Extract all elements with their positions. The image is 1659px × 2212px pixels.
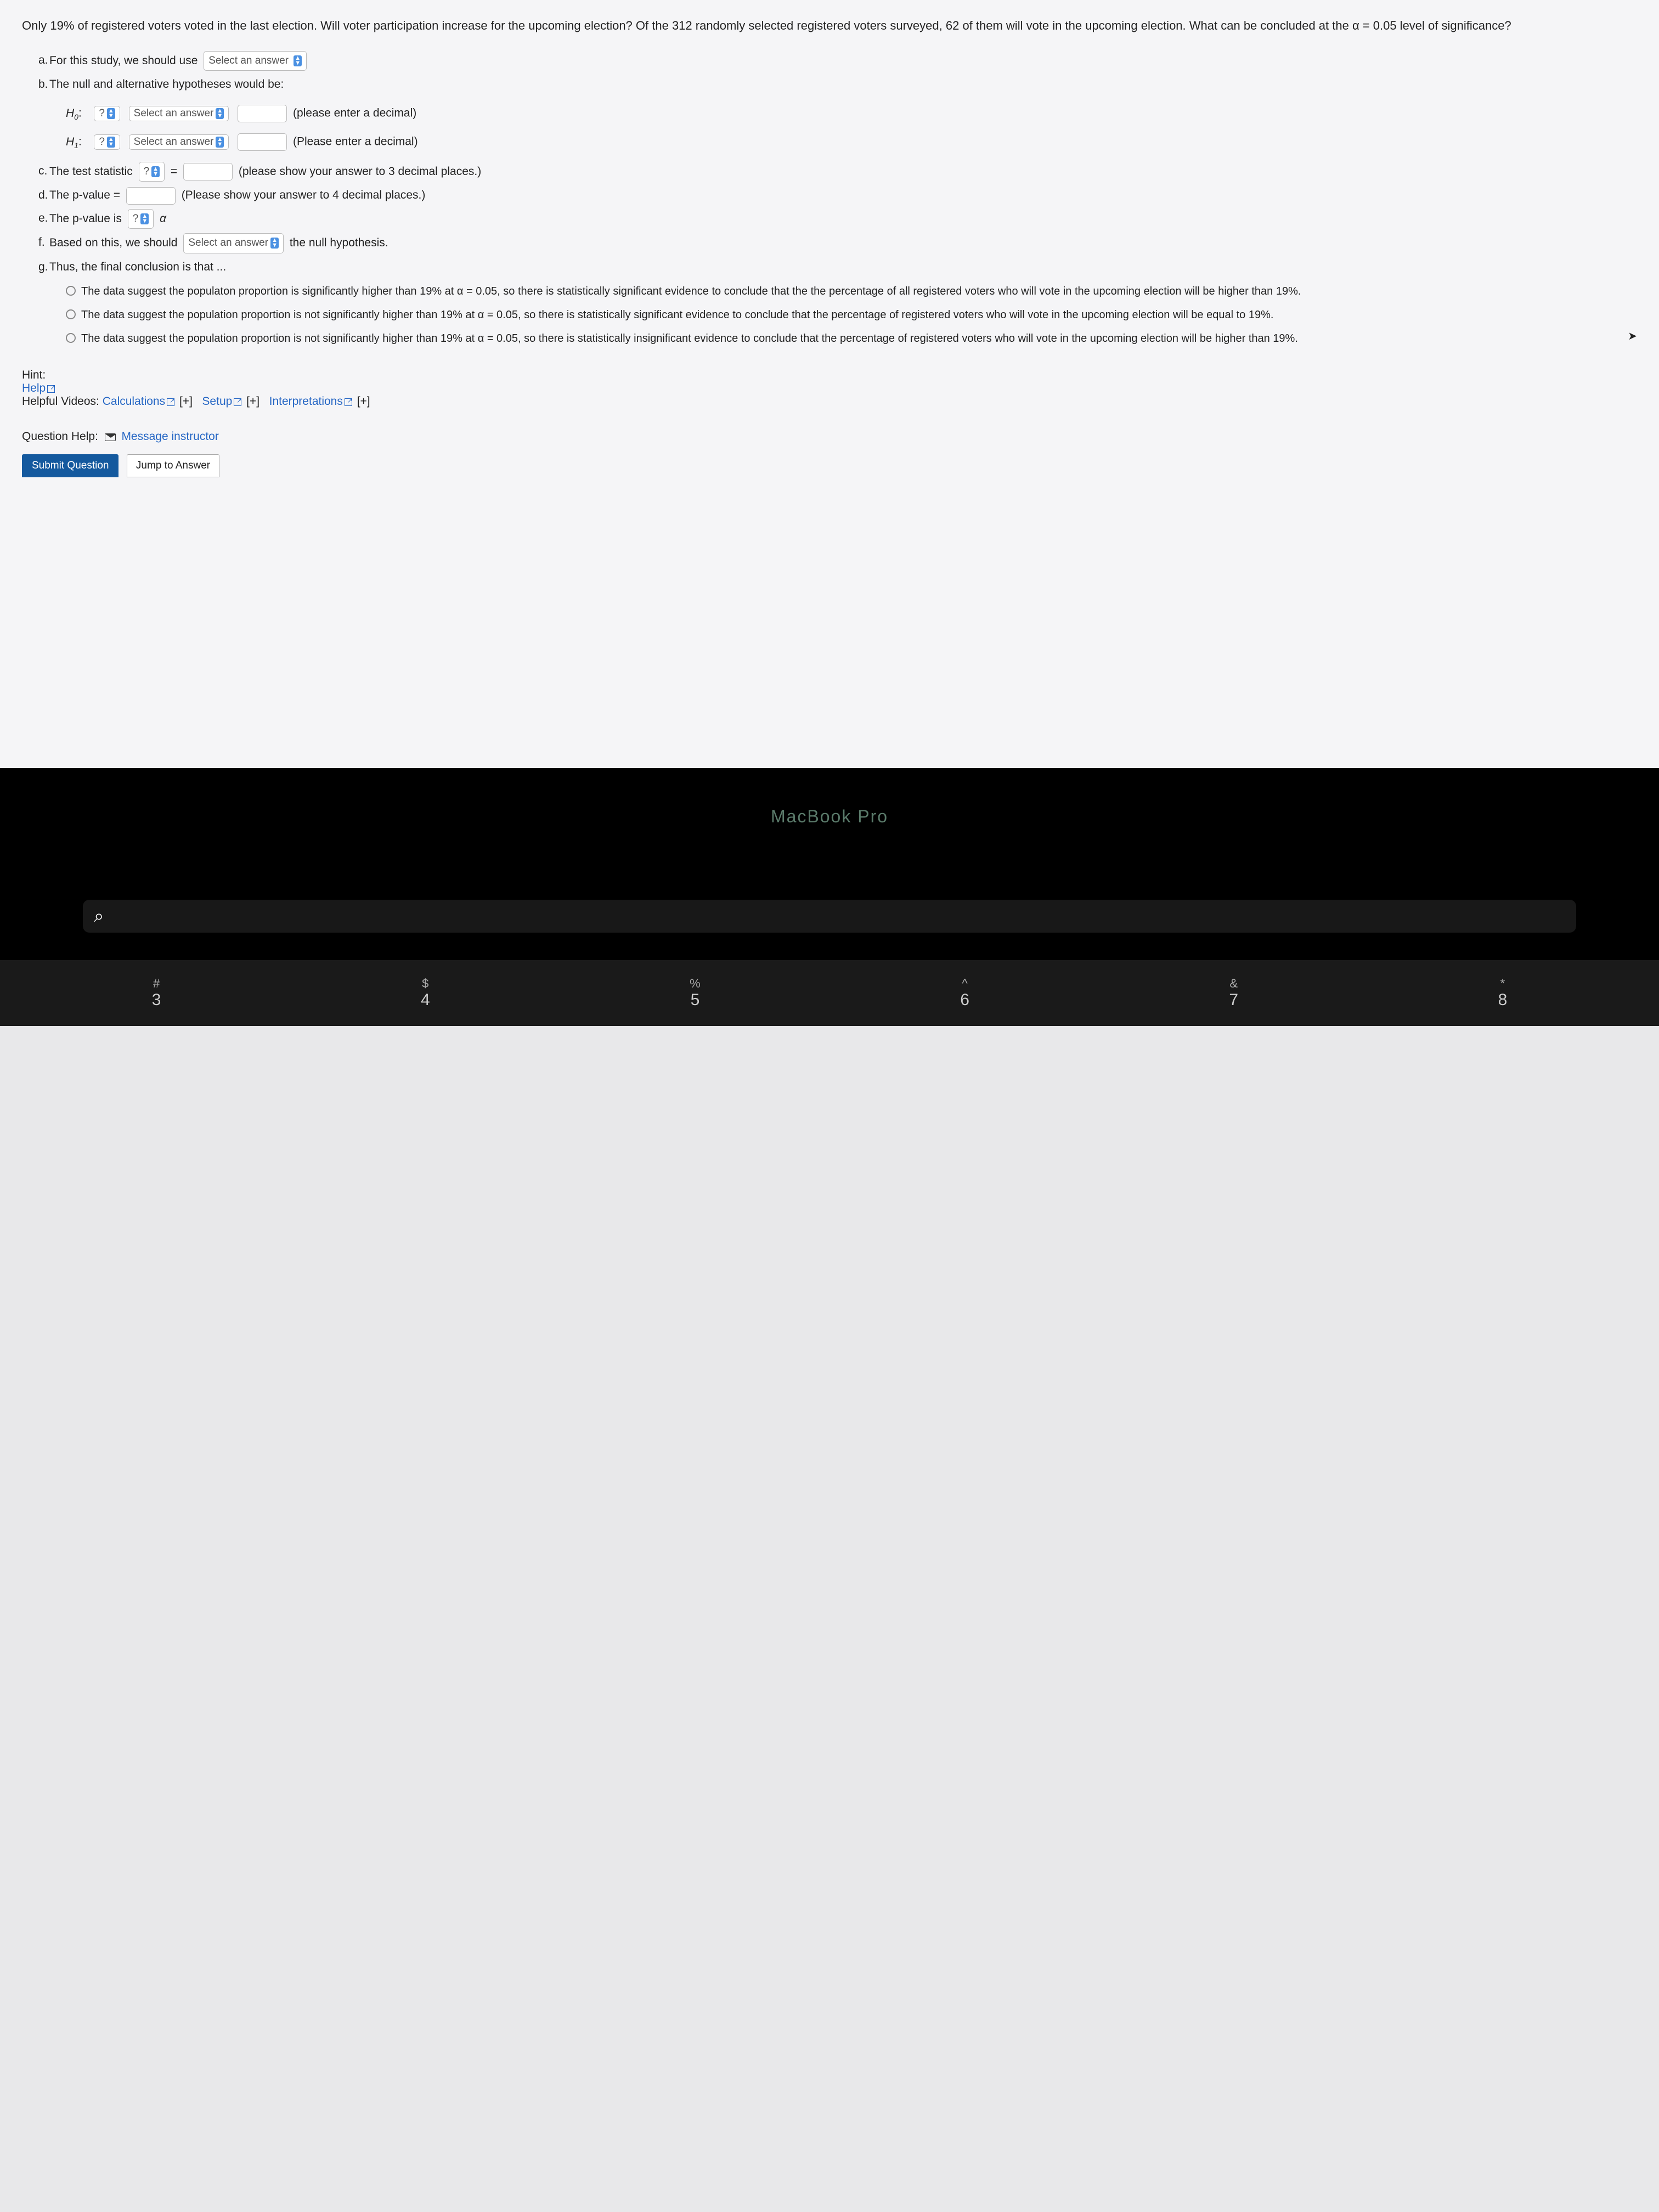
key-6: ^6 <box>960 977 969 1009</box>
conclusion-option-3[interactable]: The data suggest the population proporti… <box>66 331 1637 347</box>
c-hint: (please show your answer to 3 decimal pl… <box>239 165 481 178</box>
pvalue-compare-select[interactable]: ? <box>128 209 154 229</box>
help-link[interactable]: Help <box>22 382 57 394</box>
chevron-updown-icon <box>216 137 224 148</box>
item-a-text: For this study, we should use <box>49 54 198 67</box>
item-a: a. For this study, we should use Select … <box>22 51 1637 71</box>
touchbar: ⌕ <box>83 900 1576 933</box>
item-f: f. Based on this, we should Select an an… <box>22 233 1637 253</box>
device-label: MacBook Pro <box>771 806 888 827</box>
conclusion-option-1[interactable]: The data suggest the populaton proportio… <box>66 284 1637 300</box>
chevron-updown-icon <box>107 108 115 119</box>
key-5: %5 <box>690 977 701 1009</box>
h0-param-select[interactable]: ? <box>94 106 120 121</box>
marker-e: e. <box>22 209 49 229</box>
key-7: &7 <box>1229 977 1238 1009</box>
chevron-updown-icon <box>216 108 224 119</box>
marker-d: d. <box>22 186 49 205</box>
radio-icon <box>66 286 76 296</box>
test-stat-input[interactable] <box>183 163 233 180</box>
submit-button[interactable]: Submit Question <box>22 454 119 477</box>
key-4: $4 <box>421 977 430 1009</box>
h1-param-select[interactable]: ? <box>94 134 120 150</box>
item-d: d. The p-value = (Please show your answe… <box>22 186 1637 205</box>
pvalue-input[interactable] <box>126 187 176 205</box>
chevron-updown-icon <box>294 55 302 66</box>
hint-section: Hint: Help Helpful Videos: Calculations … <box>22 369 1637 408</box>
radio-icon <box>66 309 76 319</box>
marker-g: g. <box>22 258 49 276</box>
item-g: g. Thus, the final conclusion is that ..… <box>22 258 1637 276</box>
cursor-icon: ➤ <box>1628 329 1637 343</box>
radio-icon <box>66 333 76 343</box>
question-help-row: Question Help: Message instructor <box>22 430 1637 443</box>
chevron-updown-icon <box>140 213 149 224</box>
hint-label: Hint: <box>22 369 1637 382</box>
interpretations-link[interactable]: Interpretations <box>269 395 354 408</box>
item-e: e. The p-value is ? α <box>22 209 1637 229</box>
marker-a: a. <box>22 51 49 71</box>
item-b: b. The null and alternative hypotheses w… <box>22 75 1637 94</box>
external-link-icon <box>234 398 241 406</box>
message-instructor-link[interactable]: Message instructor <box>121 430 218 443</box>
search-icon: ⌕ <box>94 906 104 927</box>
laptop-bezel: MacBook Pro ⌕ <box>0 768 1659 960</box>
h0-hint: (please enter a decimal) <box>293 107 416 120</box>
keyboard-row: #3 $4 %5 ^6 &7 *8 <box>0 960 1659 1026</box>
h0-operator-select[interactable]: Select an answer <box>129 106 229 121</box>
external-link-icon <box>167 398 174 406</box>
marker-b: b. <box>22 75 49 94</box>
key-3: #3 <box>152 977 161 1009</box>
h1-operator-select[interactable]: Select an answer <box>129 134 229 150</box>
h1-value-input[interactable] <box>238 133 287 151</box>
jump-to-answer-button[interactable]: Jump to Answer <box>127 454 219 477</box>
chevron-updown-icon <box>270 238 279 249</box>
question-page: Only 19% of registered voters voted in t… <box>0 0 1659 768</box>
marker-c: c. <box>22 162 49 182</box>
null-hypothesis-row: H0: ? Select an answer (please enter a d… <box>66 105 1637 122</box>
conclusion-option-2[interactable]: The data suggest the population proporti… <box>66 307 1637 323</box>
marker-f: f. <box>22 233 49 253</box>
item-c: c. The test statistic ? = (please show y… <box>22 162 1637 182</box>
alt-hypothesis-row: H1: ? Select an answer (Please enter a d… <box>66 133 1637 151</box>
calculations-link[interactable]: Calculations <box>103 395 176 408</box>
decision-select[interactable]: Select an answer <box>183 233 284 253</box>
study-type-select[interactable]: Select an answer <box>204 51 307 71</box>
key-8: *8 <box>1498 977 1508 1009</box>
item-b-text: The null and alternative hypotheses woul… <box>49 75 1637 94</box>
setup-link[interactable]: Setup <box>202 395 243 408</box>
question-intro: Only 19% of registered voters voted in t… <box>22 16 1637 35</box>
h0-value-input[interactable] <box>238 105 287 122</box>
chevron-updown-icon <box>151 166 160 177</box>
d-hint: (Please show your answer to 4 decimal pl… <box>182 189 426 201</box>
mail-icon <box>105 433 116 441</box>
h1-hint: (Please enter a decimal) <box>293 136 418 148</box>
stat-symbol-select[interactable]: ? <box>139 162 165 182</box>
chevron-updown-icon <box>107 137 115 148</box>
external-link-icon <box>345 398 352 406</box>
external-link-icon <box>47 385 55 393</box>
